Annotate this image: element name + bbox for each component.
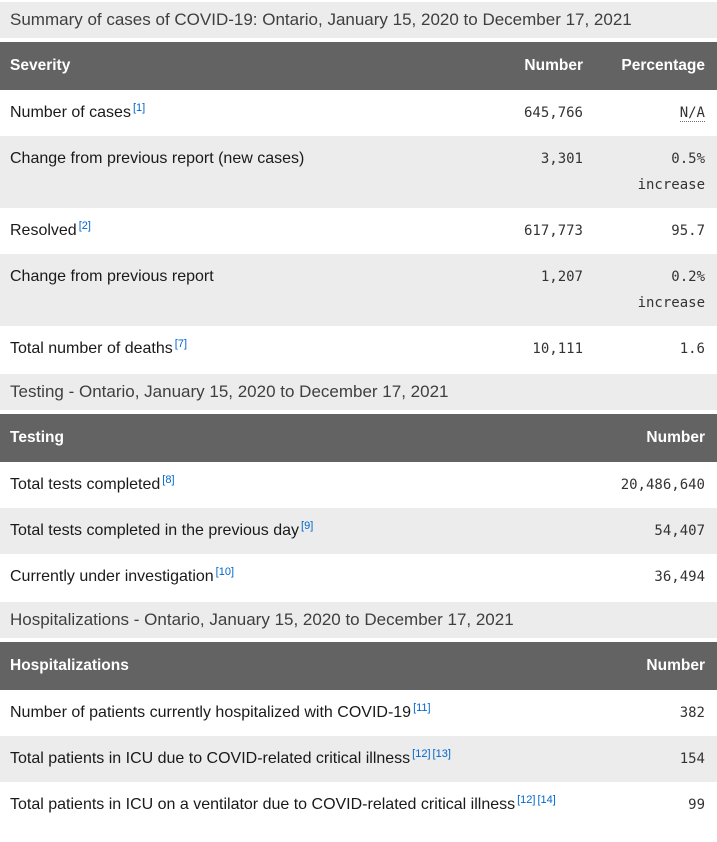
- table-row: Change from previous report 1,207 0.2% incr…: [0, 254, 717, 326]
- percentage-cell: 0.5% increase: [583, 136, 717, 208]
- data-table: Testing - Ontario, January 15, 2020 to D…: [0, 374, 717, 600]
- row-label: Resolved: [10, 222, 77, 239]
- table-caption: Testing - Ontario, January 15, 2020 to D…: [0, 374, 717, 410]
- row-label-cell: Total patients in ICU on a ventilator du…: [0, 782, 571, 828]
- column-header: Number: [646, 657, 705, 674]
- reference-link[interactable]: [14]: [537, 793, 556, 806]
- reference-link[interactable]: [11]: [413, 701, 431, 714]
- reference-link[interactable]: [12]: [517, 793, 536, 806]
- row-label-cell: Currently under investigation [10]: [0, 554, 571, 600]
- reference-link[interactable]: [2]: [78, 219, 91, 232]
- percentage-note: increase: [637, 295, 705, 311]
- reference-superscript: [12]: [515, 791, 535, 806]
- data-table: Summary of cases of COVID-19: Ontario, J…: [0, 2, 717, 372]
- percentage-value: 0.2%: [671, 269, 705, 285]
- row-label-cell: Number of patients currently hospitalize…: [0, 690, 571, 736]
- row-label: Total tests completed in the previous da…: [10, 522, 300, 539]
- table-row: Total tests completed in the previous da…: [0, 508, 717, 554]
- percentage-cell: 1.6: [583, 326, 717, 372]
- reference-superscript: [2]: [77, 217, 91, 232]
- reference-link[interactable]: [10]: [215, 565, 235, 578]
- column-header: Number: [524, 57, 583, 74]
- percentage-value: N/A: [679, 105, 705, 122]
- table-caption: Hospitalizations - Ontario, January 15, …: [0, 602, 717, 638]
- row-label: Total patients in ICU due to COVID-relat…: [10, 750, 411, 767]
- number-cell: 382: [679, 705, 705, 721]
- row-label: Change from previous report (new cases): [10, 150, 305, 167]
- number-cell: 645,766: [523, 105, 583, 121]
- reference-superscript: [13]: [431, 745, 451, 760]
- number-cell: 617,773: [523, 223, 583, 239]
- table-header-row: Testing Number: [0, 414, 717, 462]
- reference-link[interactable]: [8]: [162, 473, 175, 486]
- number-cell: 54,407: [654, 523, 705, 539]
- table-row: Total patients in ICU due to COVID-relat…: [0, 736, 717, 782]
- number-cell: 10,111: [532, 341, 583, 357]
- reference-link[interactable]: [7]: [174, 337, 187, 350]
- column-header: Severity: [10, 57, 71, 74]
- row-label-cell: Total number of deaths [7]: [0, 326, 465, 372]
- percentage-cell: 95.7: [583, 208, 717, 254]
- table-row: Number of patients currently hospitalize…: [0, 690, 717, 736]
- number-cell: 1,207: [540, 269, 583, 285]
- number-cell: 36,494: [654, 569, 705, 585]
- row-label: Total number of deaths: [10, 340, 173, 357]
- table-header-row: Hospitalizations Number: [0, 642, 717, 690]
- column-header: Number: [646, 429, 705, 446]
- row-label: Change from previous report: [10, 268, 214, 285]
- reference-link[interactable]: [9]: [301, 519, 314, 532]
- percentage-value: 95.7: [671, 223, 705, 239]
- reference-superscript: [10]: [214, 563, 234, 578]
- table-row: Total number of deaths [7] 10,111 1.6: [0, 326, 717, 372]
- row-label: Number of cases: [10, 104, 131, 121]
- reference-superscript: [14]: [535, 791, 555, 806]
- table-row: Total tests completed [8] 20,486,640: [0, 462, 717, 508]
- number-cell: 99: [688, 797, 705, 813]
- reference-superscript: [9]: [299, 517, 313, 532]
- column-header: Percentage: [621, 57, 705, 74]
- row-label: Number of patients currently hospitalize…: [10, 704, 412, 721]
- data-table: Hospitalizations - Ontario, January 15, …: [0, 602, 717, 828]
- reference-superscript: [1]: [131, 99, 145, 114]
- table-row: Change from previous report (new cases) 3…: [0, 136, 717, 208]
- row-label-cell: Total tests completed in the previous da…: [0, 508, 571, 554]
- table-row: Total patients in ICU on a ventilator du…: [0, 782, 717, 828]
- percentage-note: increase: [637, 177, 705, 193]
- reference-superscript: [11]: [411, 699, 431, 714]
- column-header: Testing: [10, 429, 64, 446]
- percentage-value: 0.5%: [671, 151, 705, 167]
- row-label-cell: Resolved [2]: [0, 208, 465, 254]
- percentage-value: 1.6: [679, 341, 705, 357]
- reference-superscript: [12]: [410, 745, 430, 760]
- table-row: Number of cases [1] 645,766 N/A: [0, 90, 717, 136]
- reference-link[interactable]: [12]: [412, 747, 431, 760]
- row-label-cell: Number of cases [1]: [0, 90, 465, 136]
- percentage-cell: N/A: [583, 90, 717, 136]
- reference-link[interactable]: [13]: [432, 747, 451, 760]
- number-cell: 20,486,640: [620, 477, 705, 493]
- reference-superscript: [8]: [160, 471, 174, 486]
- number-cell: 154: [679, 751, 705, 767]
- row-label-cell: Change from previous report: [0, 254, 465, 300]
- number-cell: 3,301: [540, 151, 583, 167]
- table-row: Resolved [2] 617,773 95.7: [0, 208, 717, 254]
- reference-superscript: [7]: [173, 335, 187, 350]
- column-header: Hospitalizations: [10, 657, 129, 674]
- table-row: Currently under investigation [10] 36,494: [0, 554, 717, 600]
- percentage-cell: 0.2% increase: [583, 254, 717, 326]
- reference-link[interactable]: [1]: [132, 101, 146, 114]
- table-header-row: Severity Number Percentage: [0, 42, 717, 90]
- row-label-cell: Change from previous report (new cases): [0, 136, 465, 182]
- row-label-cell: Total tests completed [8]: [0, 462, 571, 508]
- row-label: Total tests completed: [10, 476, 161, 493]
- row-label-cell: Total patients in ICU due to COVID-relat…: [0, 736, 571, 782]
- row-label: Currently under investigation: [10, 568, 214, 585]
- table-caption: Summary of cases of COVID-19: Ontario, J…: [0, 2, 717, 38]
- row-label: Total patients in ICU on a ventilator du…: [10, 796, 516, 813]
